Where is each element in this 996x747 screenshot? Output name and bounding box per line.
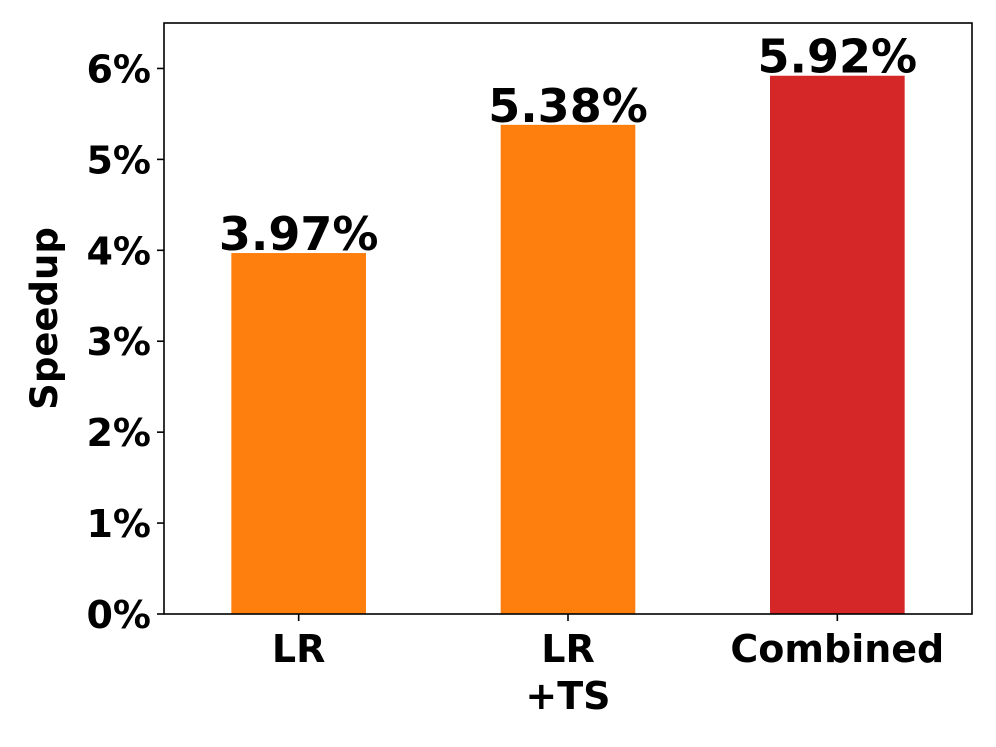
x-tick-label-1: LR +TS <box>525 627 610 718</box>
y-tick-label-5: 5% <box>86 138 151 182</box>
bars-group <box>231 75 905 615</box>
x-tick-label-line: LR <box>272 627 325 671</box>
bar-value-label-1: 5.38% <box>488 79 648 133</box>
y-axis-label: Speedup <box>23 227 66 410</box>
x-tick-label-0: LR <box>272 627 325 671</box>
y-tick-label-2: 2% <box>86 411 151 455</box>
bar-value-label-2: 5.92% <box>758 30 918 84</box>
y-tick-label-6: 6% <box>86 47 151 91</box>
y-tick-label-1: 1% <box>86 502 151 546</box>
value-labels-group: 3.97% 5.38% 5.92% <box>219 30 917 261</box>
x-tick-label-2: Combined <box>730 627 944 671</box>
y-tick-label-3: 3% <box>86 320 151 364</box>
bar-value-label-0: 3.97% <box>219 207 379 261</box>
x-tick-label-line: LR <box>541 627 594 671</box>
y-axis: 0% 1% 2% 3% 4% 5% 6% <box>86 47 164 637</box>
x-tick-label-line: Combined <box>730 627 944 671</box>
y-tick-label-4: 4% <box>86 229 151 273</box>
bar-2 <box>770 75 905 615</box>
bar-0 <box>231 253 366 614</box>
x-tick-label-line: +TS <box>525 674 610 718</box>
y-tick-label-0: 0% <box>86 593 151 637</box>
bar-1 <box>500 124 636 614</box>
